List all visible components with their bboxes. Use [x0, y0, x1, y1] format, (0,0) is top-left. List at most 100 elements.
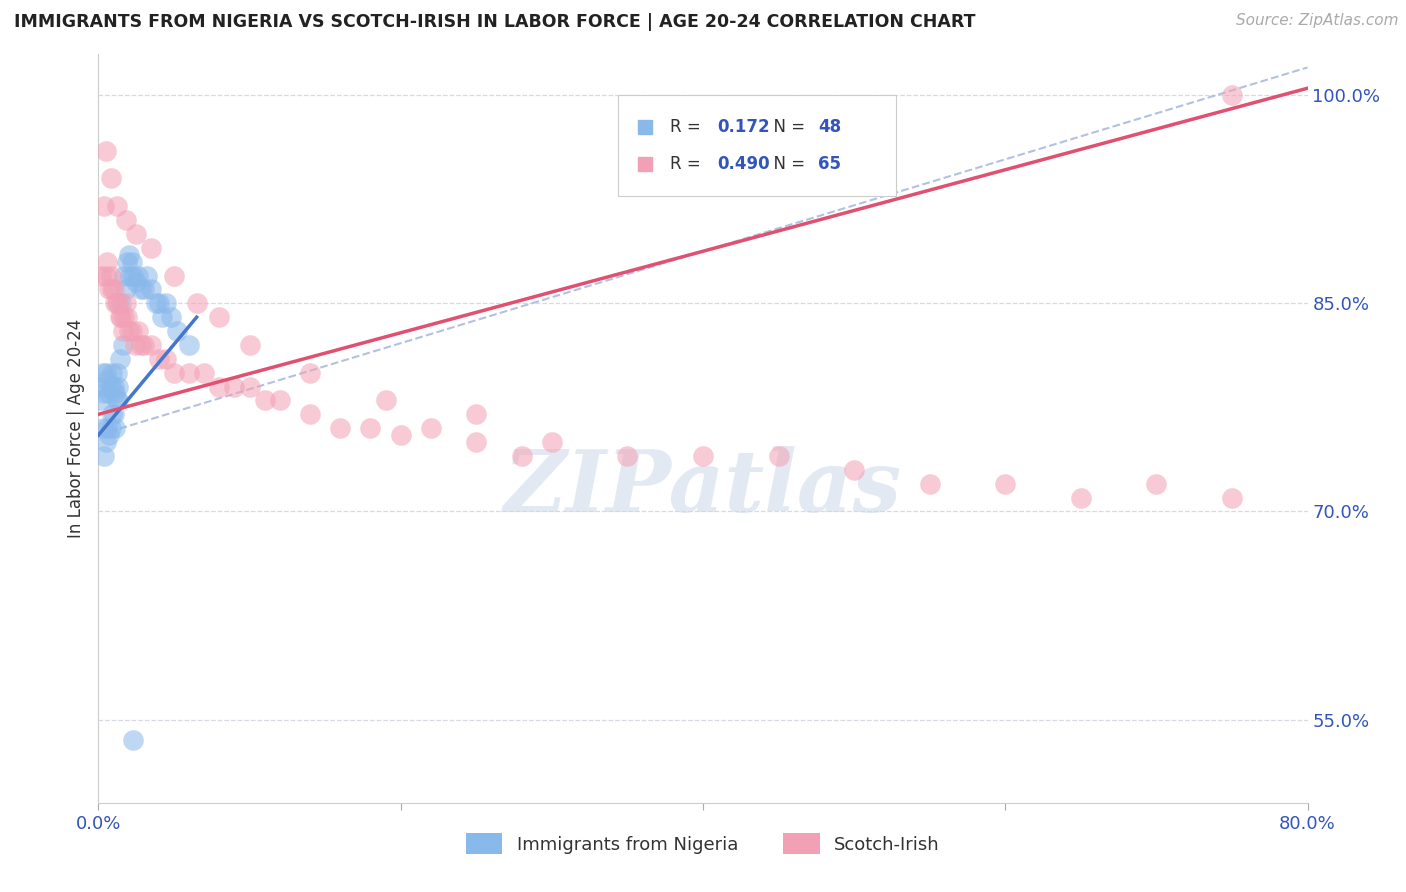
Point	[89, 393, 111, 408]
Point	[239, 338, 262, 352]
Point	[91, 366, 114, 380]
Point	[101, 282, 124, 296]
Point	[127, 268, 149, 283]
Point	[166, 324, 188, 338]
Point	[120, 268, 142, 283]
Point	[112, 268, 135, 283]
Point	[127, 324, 149, 338]
Point	[114, 296, 136, 310]
Point	[96, 421, 118, 435]
Point	[105, 199, 128, 213]
Point	[208, 379, 231, 393]
Point	[844, 463, 866, 477]
Point	[96, 254, 118, 268]
Point	[105, 366, 128, 380]
Point	[994, 476, 1017, 491]
Point	[253, 393, 276, 408]
Point	[179, 338, 201, 352]
Point	[121, 324, 143, 338]
Text: N =: N =	[763, 154, 811, 173]
Point	[124, 338, 146, 352]
Point	[112, 310, 135, 325]
Point	[160, 310, 183, 325]
Point	[193, 366, 215, 380]
Point	[155, 351, 177, 366]
Text: N =: N =	[763, 118, 811, 136]
Point	[129, 282, 152, 296]
Point	[132, 338, 155, 352]
Point	[374, 393, 396, 408]
Point	[118, 324, 141, 338]
Point	[100, 421, 122, 435]
Point	[918, 476, 941, 491]
Point	[150, 310, 173, 325]
Point	[103, 379, 125, 393]
Point	[299, 407, 322, 421]
Point	[132, 282, 155, 296]
Text: R =: R =	[671, 118, 706, 136]
Point	[91, 421, 114, 435]
Point	[100, 379, 122, 393]
Point	[94, 268, 117, 283]
Point	[105, 296, 128, 310]
Point	[101, 366, 124, 380]
Point	[389, 428, 412, 442]
Point	[1070, 491, 1092, 505]
Point	[540, 435, 562, 450]
FancyBboxPatch shape	[619, 95, 897, 196]
Point	[110, 310, 132, 325]
Point	[96, 373, 118, 387]
Point	[107, 379, 129, 393]
Point	[239, 379, 262, 393]
Point	[107, 393, 129, 408]
Point	[121, 254, 143, 268]
Point	[465, 407, 488, 421]
Point	[125, 276, 148, 290]
Point	[768, 449, 790, 463]
Point	[98, 386, 121, 401]
Point	[186, 296, 208, 310]
Point	[465, 435, 488, 450]
Text: R =: R =	[671, 154, 706, 173]
Point	[129, 338, 152, 352]
Point	[510, 449, 533, 463]
Text: Source: ZipAtlas.com: Source: ZipAtlas.com	[1236, 13, 1399, 29]
Point	[179, 366, 201, 380]
Point	[208, 310, 231, 325]
Point	[100, 171, 122, 186]
Point	[224, 379, 246, 393]
Point	[94, 366, 117, 380]
Point	[141, 282, 163, 296]
Text: 65: 65	[818, 154, 841, 173]
Point	[148, 351, 170, 366]
Point	[1144, 476, 1167, 491]
Point	[1220, 88, 1243, 103]
Point	[145, 296, 167, 310]
Point	[93, 386, 115, 401]
Point	[108, 310, 131, 325]
Point	[125, 227, 148, 241]
Point	[122, 268, 145, 283]
Point	[420, 421, 443, 435]
Point	[103, 407, 125, 421]
Point	[135, 268, 157, 283]
Point	[163, 268, 186, 283]
Point	[118, 248, 141, 262]
Point	[114, 213, 136, 227]
Point	[104, 421, 127, 435]
Point	[115, 310, 138, 325]
Point	[105, 393, 128, 408]
Point	[101, 407, 124, 421]
Point	[94, 144, 117, 158]
Point	[93, 199, 115, 213]
Point	[329, 421, 352, 435]
Text: 0.172: 0.172	[717, 118, 770, 136]
Legend: Immigrants from Nigeria, Scotch-Irish: Immigrants from Nigeria, Scotch-Irish	[460, 826, 946, 861]
Point	[94, 435, 117, 450]
Point	[155, 296, 177, 310]
Point	[616, 449, 638, 463]
Point	[107, 296, 129, 310]
Point	[163, 366, 186, 380]
Point	[103, 282, 125, 296]
Point	[692, 449, 714, 463]
